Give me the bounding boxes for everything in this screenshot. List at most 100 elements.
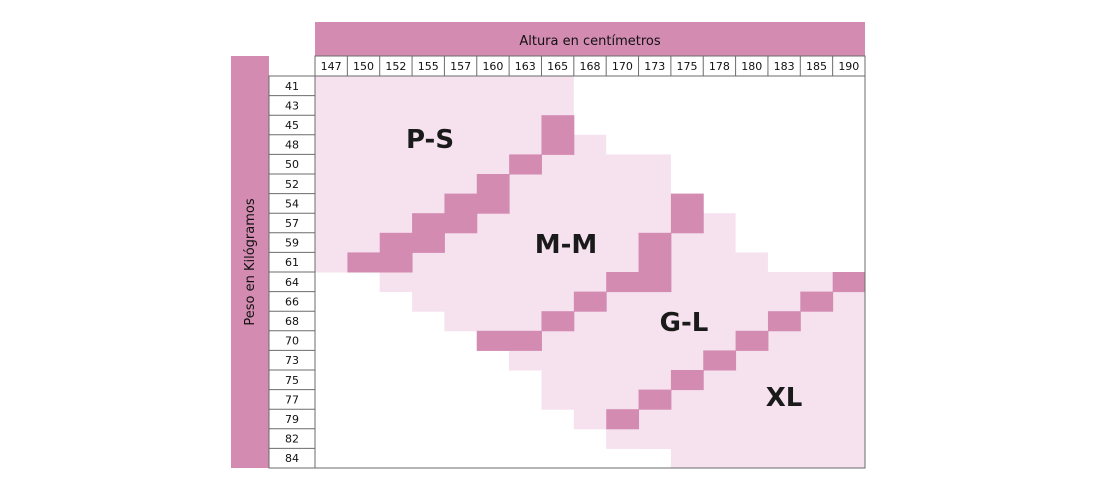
zone-p-s-row-4 xyxy=(315,154,510,175)
y-tick-label: 59 xyxy=(285,237,299,250)
boundary-cell-r9-c1 xyxy=(347,252,381,273)
x-tick-label: 150 xyxy=(353,60,374,73)
zone-m-m-row-4 xyxy=(509,154,671,175)
zone-g-l-row-12 xyxy=(541,311,768,332)
boundary-cell-r13-c5 xyxy=(476,330,510,351)
x-tick-label: 190 xyxy=(838,60,859,73)
x-tick-label: 183 xyxy=(774,60,795,73)
zone-m-m-row-9 xyxy=(347,252,639,273)
zone-g-l-row-13 xyxy=(541,330,736,351)
boundary-cell-r14-c12 xyxy=(703,350,737,371)
zone-m-m-row-7 xyxy=(412,213,704,234)
x-tick-label: 178 xyxy=(709,60,730,73)
zone-p-s-row-0 xyxy=(315,76,574,97)
zone-xl-row-15 xyxy=(670,370,865,391)
size-label-m-m: M-M xyxy=(535,230,598,260)
boundary-cell-r13-c13 xyxy=(735,330,769,351)
x-tick-label: 180 xyxy=(741,60,762,73)
boundary-cell-r11-c15 xyxy=(800,291,834,312)
zone-p-s-row-9 xyxy=(315,252,348,273)
boundary-cell-r13-c6 xyxy=(509,330,542,351)
boundary-cell-r7-c11 xyxy=(670,213,704,234)
boundary-cell-r12-c7 xyxy=(541,311,575,332)
x-tick-label: 147 xyxy=(321,60,342,73)
x-tick-label: 168 xyxy=(580,60,601,73)
boundary-cell-r2-c7 xyxy=(541,115,575,136)
y-tick-label: 84 xyxy=(285,452,299,465)
zone-p-s-row-7 xyxy=(315,213,413,234)
zone-g-l-row-14 xyxy=(541,350,704,371)
y-tick-label: 61 xyxy=(285,256,299,269)
zone-g-l-row-8 xyxy=(670,232,736,253)
zone-p-s-row-2 xyxy=(315,115,574,136)
x-tick-label: 160 xyxy=(482,60,503,73)
boundary-cell-r8-c10 xyxy=(638,232,672,253)
x-tick-label: 185 xyxy=(806,60,827,73)
height-header-band xyxy=(315,22,865,56)
x-tick-label: 165 xyxy=(547,60,568,73)
zone-g-l-row-17 xyxy=(573,409,607,430)
boundary-cell-r6-c4 xyxy=(444,193,478,214)
size-label-p-s: P-S xyxy=(406,125,454,155)
boundary-cell-r16-c10 xyxy=(638,389,672,410)
x-tick-label: 175 xyxy=(677,60,698,73)
x-tick-label: 173 xyxy=(644,60,665,73)
zone-layer xyxy=(315,76,865,469)
header-layer: Altura en centímetros 147 150 152 155 157 160 1… xyxy=(231,22,866,469)
boundary-cell-r15-c11 xyxy=(670,370,704,391)
zone-m-m-row-5 xyxy=(476,174,671,195)
zone-xl-row-18 xyxy=(638,428,865,449)
boundary-cell-r10-c16 xyxy=(832,272,866,293)
zone-m-m-row-10 xyxy=(379,272,607,293)
boundary-cell-r7-c3 xyxy=(412,213,445,234)
zone-p-s-row-8 xyxy=(315,232,380,253)
y-tick-label: 66 xyxy=(285,295,299,308)
y-tick-label: 41 xyxy=(285,80,299,93)
zone-m-m-row-11 xyxy=(412,291,574,312)
y-tick-label: 48 xyxy=(285,139,299,152)
boundary-cell-r10-c10 xyxy=(638,272,672,293)
y-tick-label: 77 xyxy=(285,393,299,406)
x-tick-label: 155 xyxy=(418,60,439,73)
boundary-cell-r4-c6 xyxy=(509,154,542,175)
boundary-cell-r8-c2 xyxy=(379,232,413,253)
zone-p-s-row-6 xyxy=(315,193,445,214)
x-tick-label: 152 xyxy=(385,60,406,73)
height-values-row xyxy=(314,55,866,77)
y-tick-label: 45 xyxy=(285,119,299,132)
label-layer: P-S M-M G-L XL xyxy=(406,125,802,413)
zone-xl-row-19 xyxy=(670,448,865,469)
zone-p-s-row-3 xyxy=(315,134,542,155)
boundary-cell-r3-c7 xyxy=(541,134,575,155)
boundary-layer xyxy=(347,115,866,430)
y-tick-label: 50 xyxy=(285,158,299,171)
y-tick-label: 43 xyxy=(285,99,299,112)
boundary-cell-r9-c2 xyxy=(379,252,413,273)
y-tick-label: 52 xyxy=(285,178,299,191)
y-axis-title: Peso en Kilógramos xyxy=(243,198,258,325)
zone-p-s-row-5 xyxy=(315,174,477,195)
x-tick-label: 170 xyxy=(612,60,633,73)
zone-g-l-row-15 xyxy=(541,370,671,391)
zone-g-l-row-11 xyxy=(573,291,801,312)
boundary-cell-r6-c5 xyxy=(476,193,510,214)
y-tick-label: 68 xyxy=(285,315,299,328)
x-tick-label: 163 xyxy=(515,60,536,73)
boundary-cell-r7-c4 xyxy=(444,213,478,234)
boundary-cell-r5-c5 xyxy=(476,174,510,195)
x-tick-label: 157 xyxy=(450,60,471,73)
y-tick-label: 79 xyxy=(285,413,299,426)
boundary-cell-r6-c11 xyxy=(670,193,704,214)
boundary-cell-r17-c9 xyxy=(606,409,640,430)
y-tick-label: 54 xyxy=(285,197,299,210)
zone-p-s-row-1 xyxy=(315,95,574,116)
zone-xl-row-17 xyxy=(638,409,865,430)
zone-g-l-row-16 xyxy=(541,389,639,410)
y-tick-label: 82 xyxy=(285,433,299,446)
zone-xl-row-16 xyxy=(638,389,865,410)
boundary-cell-r12-c14 xyxy=(767,311,801,332)
boundary-cell-r9-c10 xyxy=(638,252,672,273)
size-label-g-l: G-L xyxy=(660,308,709,338)
boundary-cell-r10-c9 xyxy=(606,272,640,293)
y-tick-label: 70 xyxy=(285,335,299,348)
